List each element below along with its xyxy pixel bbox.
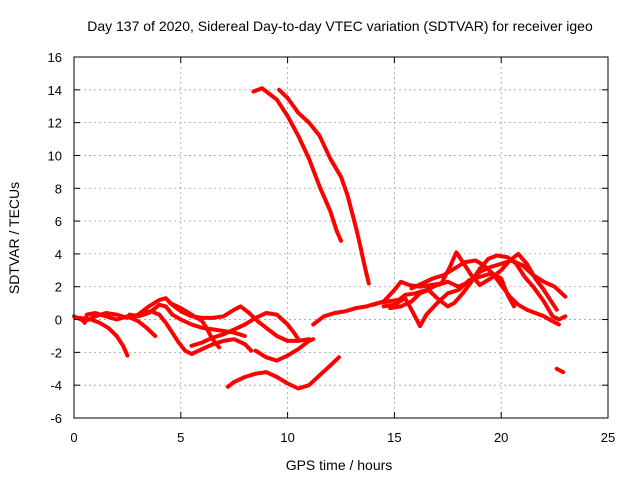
series-trace-7 <box>189 311 301 348</box>
x-tick-label: 25 <box>601 430 615 445</box>
series-trace-6 <box>168 301 222 350</box>
y-tick-label: 2 <box>55 280 62 295</box>
y-tick-label: 10 <box>48 148 62 163</box>
x-tick-label: 20 <box>494 430 508 445</box>
grid-lines <box>74 57 608 418</box>
y-tick-label: -6 <box>50 411 62 426</box>
series-trace-15 <box>388 253 568 322</box>
x-tick-label: 10 <box>280 430 294 445</box>
series-trace-11 <box>277 87 371 286</box>
y-tick-label: 0 <box>55 313 62 328</box>
y-tick-label: -4 <box>50 378 62 393</box>
series-trace-4 <box>78 311 158 338</box>
series-trace-17 <box>554 366 566 375</box>
x-tick-label: 5 <box>177 430 184 445</box>
series-trace-2 <box>76 315 130 358</box>
series-trace-16 <box>409 258 561 327</box>
y-tick-label: 8 <box>55 181 62 196</box>
y-tick-label: 16 <box>48 50 62 65</box>
series-trace-12 <box>311 258 568 327</box>
axis-ticks: 0 5 10 15 20 25 -6 -4 -2 0 2 4 6 8 10 12 14 16 <box>48 50 616 445</box>
series-trace-10 <box>251 86 343 243</box>
x-axis-label: GPS time / hours <box>286 457 393 473</box>
series-trace-13 <box>371 250 559 312</box>
series-trace-5 <box>140 309 254 356</box>
chart-title: Day 137 of 2020, Sidereal Day-to-day VTE… <box>87 18 593 34</box>
y-axis-label: SDTVAR / TECUs <box>6 182 22 294</box>
x-tick-label: 0 <box>70 430 77 445</box>
y-tick-label: 14 <box>48 83 62 98</box>
series-trace-8 <box>253 337 316 363</box>
y-tick-label: 12 <box>48 116 62 131</box>
data-series <box>72 86 568 391</box>
series-trace-9 <box>225 355 341 391</box>
plot-frame <box>73 56 609 419</box>
y-tick-label: 4 <box>55 247 62 262</box>
y-tick-label: -2 <box>50 345 62 360</box>
x-tick-label: 15 <box>387 430 401 445</box>
y-tick-label: 6 <box>55 214 62 229</box>
